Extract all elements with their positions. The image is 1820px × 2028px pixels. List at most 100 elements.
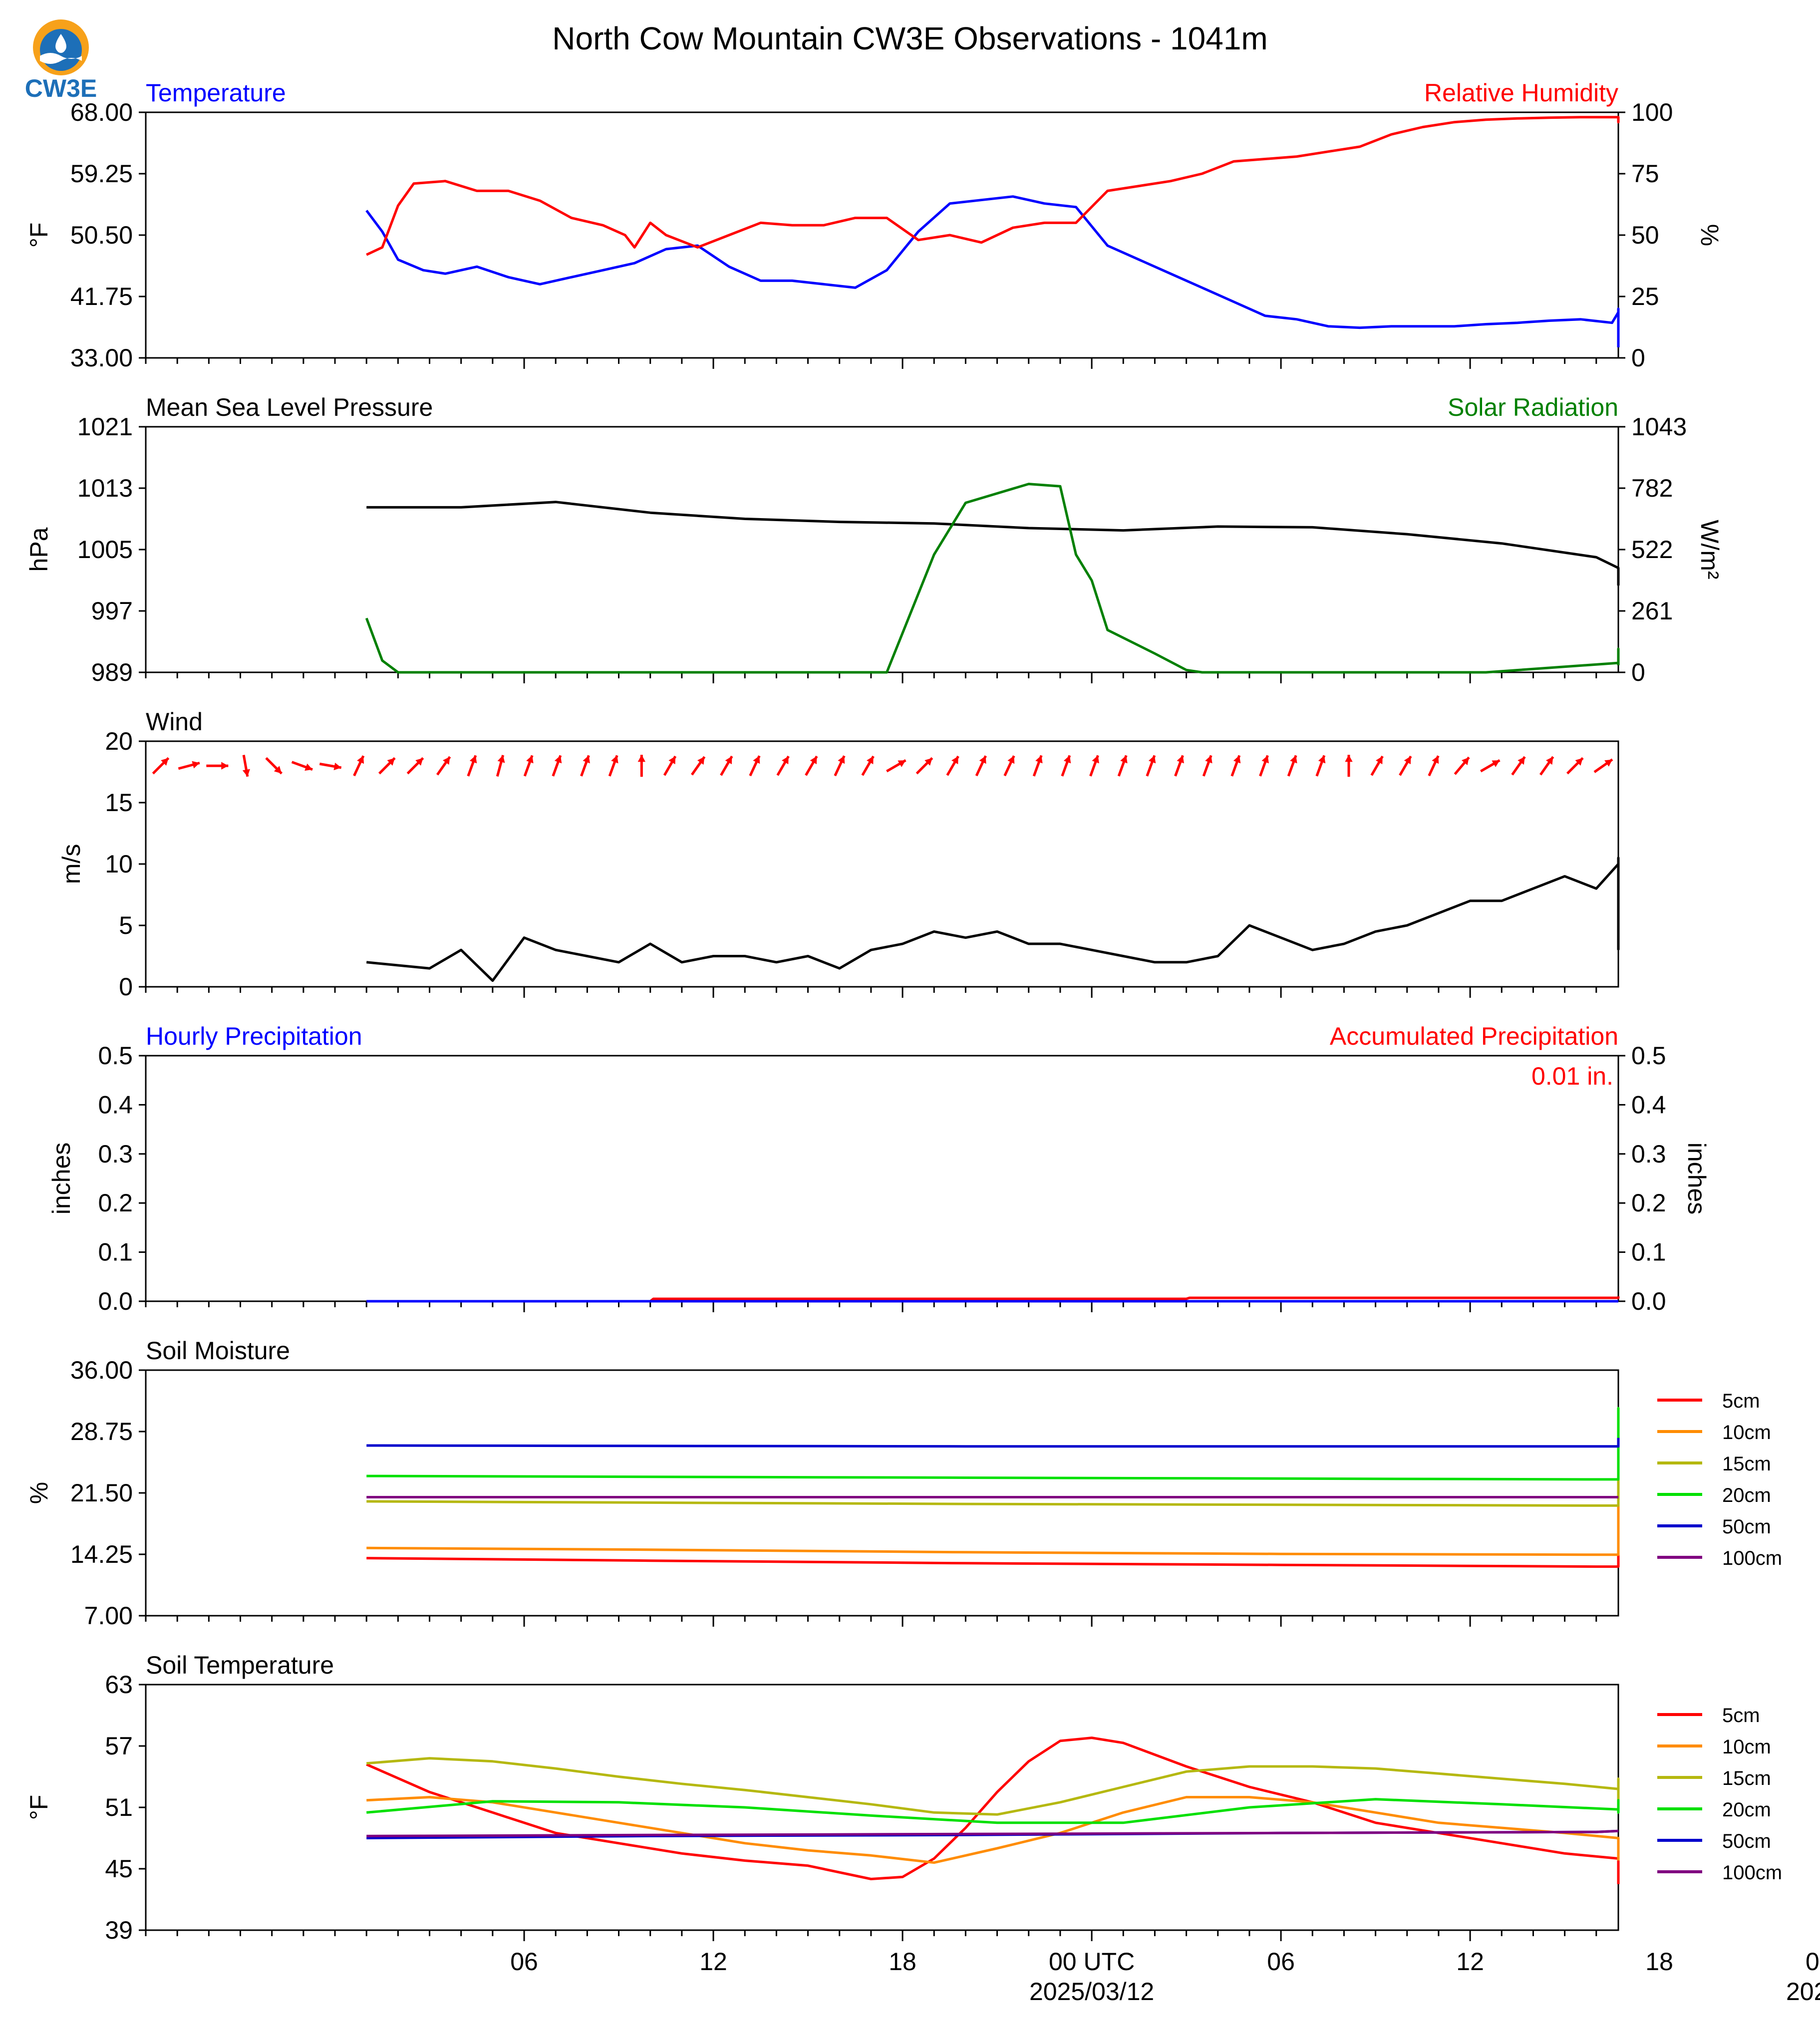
wind-arrow-head [1461,757,1469,766]
wind-arrow-icon [1287,755,1297,777]
ytick-label-right: 0.2 [1631,1189,1666,1217]
wind-arrow-head [1035,755,1043,764]
panel-title-left: Soil Temperature [146,1651,334,1679]
ylabel-right: inches [1683,1143,1711,1215]
wind-arrow-icon [1315,755,1326,777]
wind-arrow-head [1545,757,1553,765]
wind-arrow-icon [436,756,451,776]
legend-label: 100cm [1722,1547,1782,1569]
wind-arrow-head [1177,755,1184,764]
wind-arrow-head [333,763,341,771]
legend-label: 50cm [1722,1830,1771,1852]
wind-arrow-head [1063,755,1071,764]
wind-arrow-head [583,755,590,764]
logo-drop-icon [55,34,66,53]
wind-arrow-icon [242,755,250,777]
plot-frame [145,1684,1619,1931]
wind-arrow-head [611,755,618,764]
wind-arrow-head [782,756,789,765]
ytick-label-left: 0.0 [98,1287,133,1315]
wind-arrow-icon [1480,759,1501,773]
wind-arrow-head [357,756,364,764]
ytick-label-left: 7.00 [84,1602,133,1630]
wind-arrow-icon [1202,755,1213,777]
ytick-label-left: 989 [91,658,133,686]
wind-arrow-icon [1230,755,1241,777]
ylabel-left: % [25,1482,53,1504]
wind-arrow-head [1233,755,1241,764]
wind-arrow-head [415,758,423,766]
wind-arrow-head [1404,756,1411,765]
series-humidity-line [366,116,1620,256]
wind-arrow-head [810,756,817,765]
ytick-label-left: 20 [105,727,133,755]
wind-arrow-icon [776,755,790,776]
ytick-label-right: 0.1 [1631,1238,1666,1266]
wind-arrow-icon [319,762,342,771]
wind-arrow-head [442,757,450,765]
xtick-label: 06 [1267,1948,1295,1976]
ytick-label-left: 5 [119,911,133,939]
series-pressure-line [366,501,1620,586]
ytick-label-left: 39 [105,1916,133,1944]
wind-arrow-icon [975,755,987,777]
ytick-label-right: 25 [1631,283,1659,310]
logo-wave [40,53,82,64]
ytick-label-left: 0.1 [98,1238,133,1266]
ylabel-left: inches [47,1143,75,1215]
legend-label: 50cm [1722,1516,1771,1538]
legend-label: 10cm [1722,1422,1771,1444]
wind-arrow-icon [663,755,677,776]
ytick-label-left: 0.5 [98,1042,133,1070]
wind-arrow-icon [1345,755,1353,777]
wind-arrow-icon [1511,756,1526,776]
wind-arrow-icon [1117,755,1128,777]
wind-arrow-head [1492,760,1500,767]
panel-title-right: Solar Radiation [1448,393,1618,421]
wind-arrow-head [1345,755,1353,762]
wind-arrow-icon [1399,755,1412,776]
series-20cm-line [366,1798,1620,1824]
wind-arrow-icon [467,755,477,777]
wind-arrow-icon [378,757,396,775]
ytick-label-right: 1043 [1631,413,1687,441]
wind-arrow-head [867,756,874,765]
wind-arrow-icon [523,755,534,777]
plot-frame [145,111,1619,359]
page-title: North Cow Mountain CW3E Observations - 1… [552,20,1267,56]
ytick-label-left: 10 [105,850,133,878]
wind-arrow-icon [1539,756,1554,776]
wind-arrow-icon [152,757,170,775]
logo-text: CW3E [25,74,97,102]
ytick-label-left: 1013 [77,474,133,502]
ytick-label-right: 261 [1631,597,1673,625]
wind-arrow-icon [353,755,365,777]
chart-panel-1: Temperature Relative Humidity 33.00 41.75 50… [25,79,1724,372]
panel-title-left: Hourly Precipitation [146,1022,362,1050]
legend-label: 15cm [1722,1453,1771,1475]
wind-arrow-icon [1593,758,1613,773]
ylabel-right: W/m² [1696,520,1724,579]
ytick-label-right: 0.3 [1631,1140,1666,1168]
ytick-label-left: 21.50 [70,1479,133,1507]
ytick-label-left: 36.00 [70,1356,133,1384]
panel-title-left: Mean Sea Level Pressure [146,393,433,421]
wind-arrow-icon [805,755,818,776]
legend-label: 15cm [1722,1767,1771,1789]
ytick-label-left: 1005 [77,536,133,564]
wind-arrow-head [1148,755,1156,764]
series-50cm-line [366,1438,1620,1448]
wind-arrow-icon [637,755,646,777]
ytick-label-left: 50.50 [70,221,133,249]
plot-frame [145,740,1619,988]
wind-arrow-head [1092,755,1099,764]
wind-arrow-head [1575,758,1583,766]
ytick-label-left: 45 [105,1855,133,1883]
series-15cm-line [366,1757,1620,1816]
panel-title-right: Accumulated Precipitation [1330,1022,1618,1050]
wind-arrow-icon [691,756,706,776]
wind-arrow-head [1205,755,1213,764]
accum-precip-annotation: 0.01 in. [1531,1062,1613,1090]
wind-arrow-icon [946,755,959,776]
